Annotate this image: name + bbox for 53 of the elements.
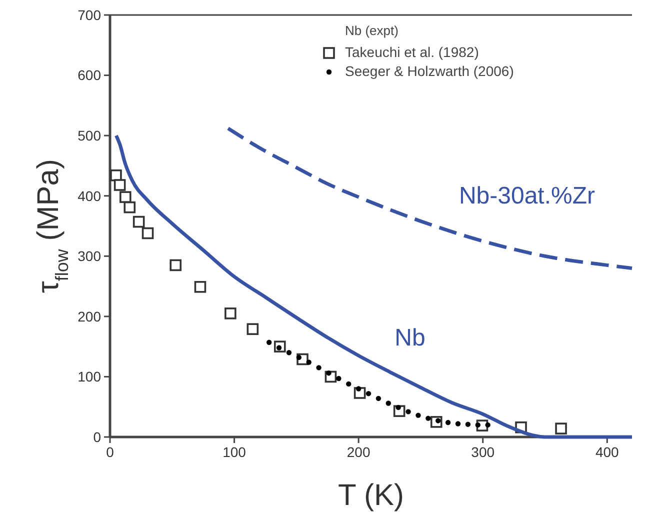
point: [316, 365, 322, 370]
point: [426, 416, 431, 421]
point: [110, 169, 122, 182]
point: [142, 227, 154, 240]
x-axis-title: T (K): [338, 479, 404, 512]
y-tick-label: 600: [78, 67, 102, 84]
point: [386, 400, 391, 406]
y-tick-label: 100: [78, 368, 102, 385]
point: [455, 421, 461, 426]
point: [445, 420, 451, 426]
point: [286, 350, 292, 356]
point: [465, 422, 471, 427]
y-tick-label: 0: [93, 428, 102, 445]
y-tick-label: 700: [78, 6, 102, 23]
x-tick-label: 300: [471, 444, 495, 460]
point: [306, 360, 312, 365]
annotation: Nb: [394, 324, 426, 352]
legend-title: Nb (expt): [345, 23, 398, 38]
point: [396, 404, 401, 410]
point: [416, 412, 421, 418]
point: [124, 201, 136, 214]
point: [406, 409, 411, 414]
point: [475, 422, 480, 428]
point: [356, 386, 362, 392]
x-tick-label: 400: [595, 444, 620, 460]
point: [296, 354, 302, 360]
point: [224, 308, 236, 320]
x-tick-label: 0: [106, 444, 114, 460]
point: [170, 259, 182, 272]
point: [485, 422, 490, 428]
point: [555, 422, 567, 434]
line-series: [114, 134, 634, 439]
annotation: Nb-30at.%Zr: [458, 182, 596, 210]
legend-label: Takeuchi et al. (1982): [345, 44, 479, 60]
point: [132, 216, 145, 228]
y-tick-label: 200: [78, 308, 102, 324]
x-tick-label: 200: [346, 444, 370, 460]
x-tick-label: 100: [222, 444, 246, 460]
line-series: [226, 126, 634, 270]
point: [266, 340, 272, 345]
point: [246, 323, 259, 335]
point: [346, 381, 352, 387]
y-tick-label: 500: [78, 127, 102, 144]
point: [194, 280, 206, 293]
y-tick-label: 400: [78, 188, 102, 204]
y-tick-label: 300: [78, 248, 102, 264]
point: [336, 376, 342, 382]
point: [114, 179, 126, 191]
point: [376, 396, 382, 402]
point: [366, 390, 372, 396]
legend-label: Seeger & Holzwarth (2006): [345, 63, 514, 79]
point: [120, 191, 132, 203]
point: [326, 370, 332, 376]
